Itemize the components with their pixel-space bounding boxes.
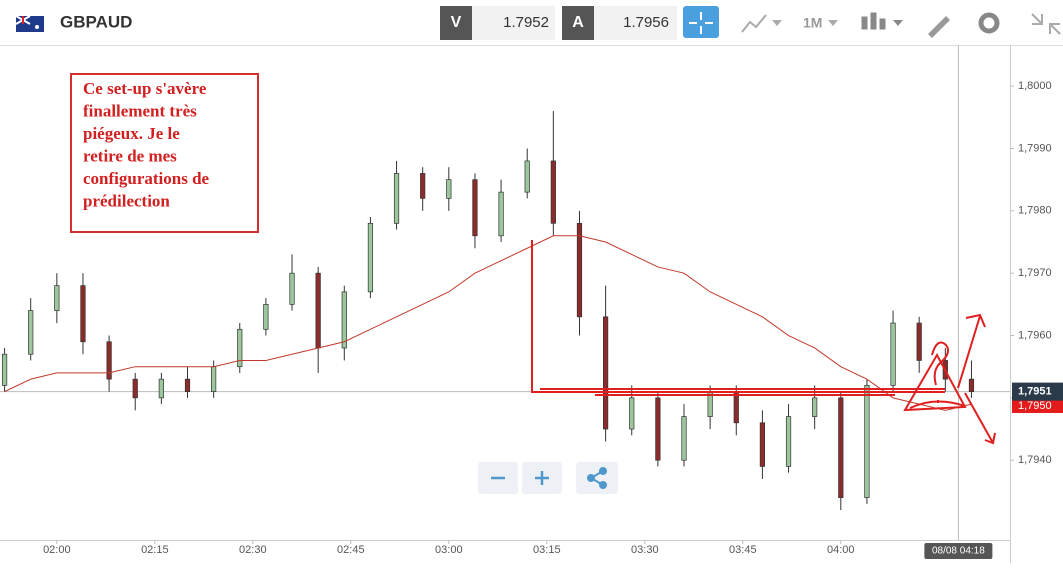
candle-body	[733, 391, 739, 424]
candle-body	[184, 378, 191, 392]
moving-average	[4, 235, 972, 411]
candle-body	[367, 222, 374, 293]
candle-body	[341, 291, 347, 349]
y-tick-label: 1,7970	[1018, 267, 1052, 279]
candle-body	[785, 416, 792, 467]
annotation-box	[70, 73, 259, 233]
annotation-line: piégeux. Je le	[83, 124, 180, 143]
chart-type-button[interactable]	[741, 14, 782, 33]
current-price-tag	[1012, 382, 1063, 401]
candle-style-button[interactable]	[861, 12, 903, 30]
x-tick-label: 03:45	[729, 544, 757, 556]
candle-body	[54, 285, 60, 311]
share-button[interactable]	[576, 462, 618, 494]
annotation-line: Ce set-up s'avère	[83, 79, 207, 98]
settings-button[interactable]	[978, 12, 1000, 34]
candle-body	[629, 397, 635, 430]
average-price-tag	[1012, 398, 1063, 413]
candle-body	[472, 179, 478, 237]
collapse-button[interactable]	[1031, 13, 1061, 35]
candle-body	[576, 222, 583, 318]
x-tick-label: 02:15	[141, 544, 169, 556]
ask-tag[interactable]	[562, 6, 594, 40]
candle-body	[1, 353, 8, 386]
current-price-label: 1,7951	[1018, 386, 1052, 398]
candle-body	[393, 173, 400, 224]
draw-button[interactable]	[928, 16, 950, 38]
candle-body	[916, 322, 922, 361]
x-tick-label: 03:15	[533, 544, 561, 556]
symbol: GBPAUD	[60, 12, 132, 31]
crosshair-time-tag	[924, 543, 993, 559]
ask-box[interactable]	[594, 6, 677, 40]
crosshair-button[interactable]	[683, 6, 719, 38]
x-tick-label: 03:30	[631, 544, 659, 556]
average-price-label: 1,7950	[1018, 400, 1052, 412]
y-tick-label: 1,8000	[1018, 80, 1052, 92]
candle-body	[132, 378, 138, 399]
bid-price: 1.7952	[503, 14, 549, 31]
x-tick-label: 02:00	[43, 544, 71, 556]
x-tick-label: 02:45	[337, 544, 365, 556]
candle-body	[446, 179, 452, 199]
candle-body	[498, 191, 504, 237]
bid-box[interactable]	[472, 6, 555, 40]
ask-label: A	[572, 14, 584, 31]
annotation-line: prédilection	[83, 191, 170, 210]
hand-drawing	[531, 240, 996, 445]
candle-body	[603, 316, 609, 430]
candle-body	[158, 378, 164, 399]
candle-body	[968, 378, 975, 392]
bid-label: V	[451, 14, 462, 31]
candle-body	[263, 303, 269, 330]
candle-body	[106, 341, 112, 380]
candle-body	[315, 272, 321, 349]
crosshair-icon	[689, 12, 713, 34]
annotation-text: Ce set-up s'avère finallement très piégeux…	[83, 79, 210, 211]
y-tick-label: 1,7960	[1018, 329, 1052, 341]
candle-body	[681, 416, 687, 461]
timeframe-dropdown[interactable]	[828, 20, 838, 26]
ask-price: 1.7956	[623, 14, 669, 31]
x-tick-label: 02:30	[239, 544, 267, 556]
candle-body	[838, 397, 844, 498]
bid-tag[interactable]	[440, 6, 472, 40]
candle-body	[237, 328, 243, 368]
x-tick-label: 04:00	[827, 544, 855, 556]
candle-body	[655, 397, 661, 461]
y-tick-label: 1,7990	[1018, 142, 1052, 154]
candle-body	[550, 160, 556, 224]
candle-body	[80, 285, 86, 343]
x-tick-label: 03:00	[435, 544, 463, 556]
share-icon	[587, 467, 607, 489]
candle-body	[420, 173, 426, 199]
annotation-line: finallement très	[83, 101, 197, 120]
zoom-in-icon	[535, 471, 549, 485]
annotation-line: configurations de	[83, 169, 210, 188]
annotation-line: retire de mes	[83, 146, 177, 165]
candle-body	[759, 422, 765, 467]
candle-body	[211, 366, 217, 392]
flag-icon	[15, 15, 44, 32]
candle-body	[28, 310, 34, 355]
timeframe[interactable]: 1M	[803, 15, 822, 31]
candle-body	[890, 322, 896, 386]
candle-body	[289, 272, 295, 305]
candle-body	[524, 160, 530, 193]
candle-body	[864, 385, 870, 498]
y-tick-label: 1,7980	[1018, 205, 1052, 217]
crosshair-time-label: 08/08 04:18	[932, 546, 985, 557]
y-tick-label: 1,7940	[1018, 454, 1052, 466]
candle-body	[812, 397, 818, 417]
